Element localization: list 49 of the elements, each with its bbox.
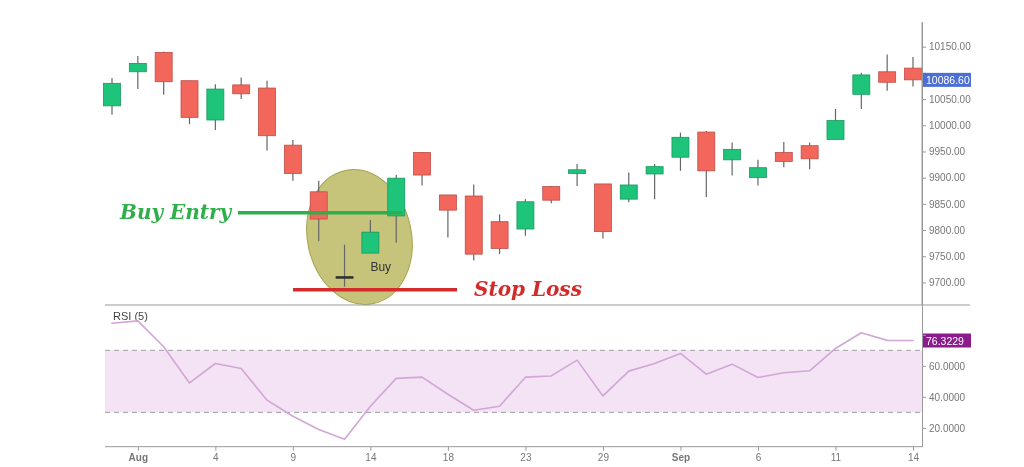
- y-tick-label: 9700.00: [929, 277, 966, 289]
- candlestick: [904, 56, 922, 88]
- candlestick: [619, 171, 638, 203]
- x-tick-label: 14: [907, 451, 920, 463]
- x-tick-label: 14: [365, 451, 377, 463]
- x-tick-label: 29: [597, 451, 610, 463]
- data-label: 76.3229: [926, 334, 965, 347]
- x-tick-label: 23: [520, 451, 532, 463]
- candlestick: [800, 141, 819, 170]
- chart-title: RSI (5): [113, 310, 148, 322]
- y-tick-label: 20.0000: [929, 422, 966, 434]
- x-tick-label: Aug: [128, 451, 149, 463]
- candlestick: [878, 53, 897, 92]
- x-tick-label: 9: [290, 451, 297, 463]
- line-series: [111, 320, 914, 441]
- y-tick-label: 9850.00: [929, 198, 966, 210]
- x-tick-label: 18: [442, 451, 455, 463]
- y-tick-label: 9950.00: [929, 146, 966, 158]
- y-tick-label: 40.0000: [929, 391, 966, 403]
- x-tick-label: 11: [830, 451, 842, 463]
- candlestick: [826, 108, 845, 140]
- x-tick-label: Sep: [671, 451, 691, 463]
- y-tick-label: 10000.00: [929, 119, 972, 131]
- candlestick: [852, 72, 871, 110]
- text: 10086.60: [926, 73, 970, 86]
- candlestick: [103, 77, 121, 116]
- candlestick: [413, 151, 431, 187]
- candlestick: [128, 55, 147, 90]
- candlestick: [723, 141, 742, 177]
- candlestick: [645, 163, 664, 200]
- x-tick-label: 4: [213, 451, 220, 463]
- y-tick-label: 10050.00: [929, 93, 972, 105]
- y-tick-label: 9900.00: [929, 172, 966, 184]
- x-tick-label: 6: [755, 451, 762, 463]
- y-tick-label: 10150.00: [929, 41, 972, 53]
- y-tick-label: 60.0000: [929, 360, 966, 372]
- candlestick: [439, 194, 457, 238]
- candlestick: [361, 219, 380, 254]
- candlestick: [749, 159, 767, 187]
- candlestick: [671, 131, 690, 172]
- candlestick: [568, 163, 586, 187]
- y-tick-label: 9800.00: [929, 224, 966, 236]
- ref-line-label: Stop Loss: [474, 276, 582, 301]
- candlestick: [335, 244, 354, 288]
- annotation: Buy: [370, 260, 392, 274]
- ref-line-label: Buy Entry: [119, 199, 233, 224]
- candlestick: [232, 76, 251, 100]
- y-tick-label: 9750.00: [929, 250, 966, 262]
- candlestick: [774, 141, 793, 168]
